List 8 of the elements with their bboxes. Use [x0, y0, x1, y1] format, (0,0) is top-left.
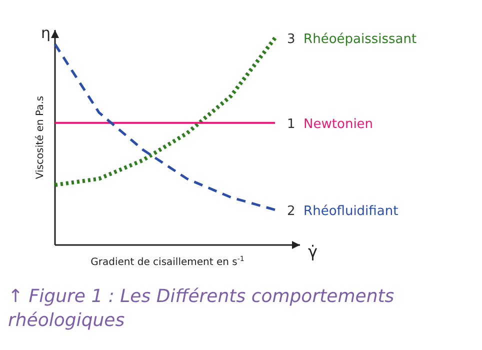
- series-label: 1 Newtonien: [287, 116, 374, 132]
- y-axis-title: Viscosité en Pa.s: [35, 96, 46, 180]
- series-label: 3 Rhéoépaississant: [287, 32, 417, 47]
- text: ↑ Figure 1 : Les Différents comportements rhéologiques: [8, 286, 394, 331]
- x-axis-title: Gradient de cisaillement en s$^{-1}$: [90, 255, 244, 268]
- series-label: 2 Rhéofluidifiant: [287, 204, 398, 219]
- text: η: [41, 24, 51, 42]
- text: γ̇: [308, 242, 318, 261]
